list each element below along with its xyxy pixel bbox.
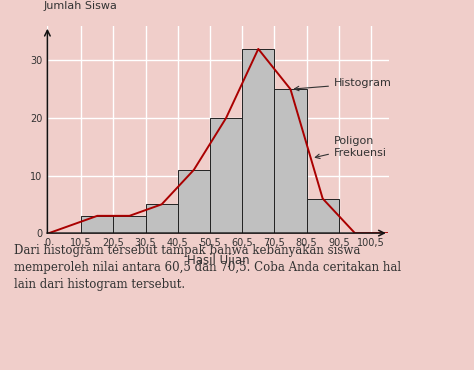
Bar [146, 204, 178, 233]
Bar [81, 216, 113, 233]
Text: Histogram: Histogram [294, 78, 392, 91]
Bar [274, 89, 307, 233]
Bar [307, 199, 339, 233]
Text: Poligon
Frekuensi: Poligon Frekuensi [315, 136, 387, 158]
Text: Jumlah Siswa: Jumlah Siswa [44, 1, 118, 11]
X-axis label: Hasil Ujian: Hasil Ujian [187, 253, 249, 266]
Bar [210, 118, 242, 233]
Bar [178, 170, 210, 233]
Bar [113, 216, 146, 233]
Text: Dari histogram tersebut tampak bahwa kebanyakan siswa
memperoleh nilai antara 60: Dari histogram tersebut tampak bahwa keb… [14, 244, 401, 291]
Bar [242, 49, 274, 233]
